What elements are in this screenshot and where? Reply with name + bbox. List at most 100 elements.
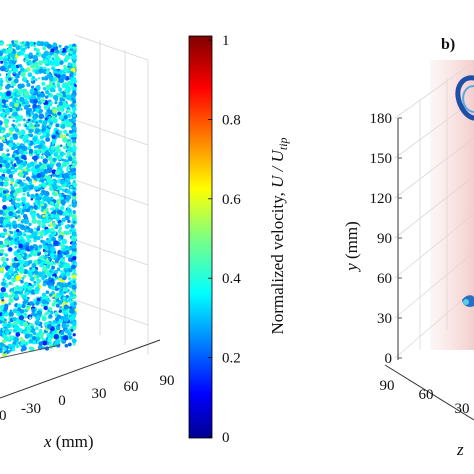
velocity-point [11, 347, 16, 352]
velocity-point [43, 245, 49, 250]
velocity-point [69, 302, 74, 307]
velocity-point [49, 330, 53, 335]
velocity-point [43, 195, 48, 200]
velocity-point [67, 281, 71, 286]
velocity-point [41, 189, 47, 196]
velocity-point [22, 104, 25, 107]
velocity-point [11, 85, 14, 88]
velocity-point [24, 98, 28, 103]
velocity-point [45, 136, 51, 142]
y-label-unit: (mm) [342, 221, 361, 263]
panel-a-grid-lines [74, 34, 149, 355]
velocity-point [8, 311, 14, 317]
velocity-point [62, 137, 68, 143]
velocity-point [33, 47, 37, 51]
velocity-point [72, 199, 76, 203]
velocity-point [40, 179, 45, 183]
velocity-point [13, 336, 19, 343]
velocity-point [41, 127, 46, 132]
velocity-point [67, 113, 71, 118]
velocity-point [29, 338, 34, 343]
velocity-point [0, 120, 3, 126]
velocity-point [8, 226, 12, 230]
velocity-point [68, 129, 73, 134]
velocity-point [5, 257, 9, 262]
velocity-point [50, 286, 55, 290]
velocity-point [40, 155, 44, 160]
velocity-point [8, 142, 14, 148]
velocity-point [42, 158, 48, 164]
velocity-point [59, 173, 63, 177]
velocity-point [39, 235, 43, 238]
velocity-point [56, 256, 61, 261]
panel-a-x-axis-line [0, 339, 161, 399]
velocity-point [55, 49, 60, 54]
velocity-point [60, 251, 64, 255]
velocity-point [8, 53, 12, 57]
velocity-point [31, 119, 35, 123]
panel-b-y-axis: 180 150 120 90 60 30 0 y (mm) [342, 111, 402, 367]
velocity-point [9, 190, 14, 195]
velocity-point [65, 94, 72, 101]
velocity-point [0, 175, 5, 180]
velocity-point [51, 265, 56, 270]
velocity-point [41, 275, 46, 279]
velocity-point [58, 238, 62, 242]
velocity-point [72, 342, 76, 346]
velocity-point [72, 99, 77, 104]
velocity-point [0, 256, 6, 262]
velocity-point [10, 161, 14, 164]
velocity-point [19, 337, 24, 341]
velocity-point [65, 294, 70, 299]
velocity-point [51, 139, 57, 144]
velocity-point [0, 107, 3, 110]
velocity-point [56, 285, 60, 288]
velocity-point [12, 220, 17, 225]
velocity-point [0, 103, 3, 107]
velocity-point [56, 276, 59, 279]
velocity-point [56, 209, 63, 215]
velocity-point [47, 245, 52, 250]
velocity-point [71, 152, 75, 156]
velocity-point [3, 279, 7, 283]
velocity-point [19, 224, 26, 230]
velocity-point [8, 302, 12, 306]
velocity-point [50, 246, 56, 253]
velocity-point [39, 41, 45, 47]
x-tick: 0 [58, 393, 66, 409]
velocity-point [59, 289, 63, 294]
velocity-point [72, 272, 76, 276]
velocity-point [58, 101, 64, 106]
velocity-point [68, 122, 73, 127]
velocity-point [63, 152, 66, 156]
velocity-point [53, 334, 59, 340]
velocity-point [27, 46, 30, 49]
velocity-point [59, 300, 63, 304]
velocity-point [40, 168, 45, 172]
velocity-point [8, 157, 12, 161]
velocity-point [11, 154, 16, 159]
velocity-point [24, 291, 29, 296]
velocity-point [59, 133, 64, 139]
velocity-point [10, 291, 14, 294]
velocity-point [28, 253, 32, 257]
velocity-point [72, 162, 76, 167]
velocity-point [46, 73, 52, 79]
velocity-point [65, 245, 69, 250]
velocity-point [67, 62, 72, 67]
velocity-point [8, 77, 12, 81]
velocity-point [17, 286, 24, 292]
velocity-point [14, 154, 18, 158]
velocity-point [65, 263, 70, 269]
velocity-point [19, 96, 25, 102]
panel-b-label: b) [441, 36, 455, 53]
velocity-point [24, 309, 28, 313]
velocity-point [69, 315, 76, 321]
velocity-point [5, 90, 12, 97]
velocity-point [20, 292, 24, 296]
velocity-point [10, 185, 15, 191]
velocity-point [2, 116, 7, 120]
velocity-point [69, 50, 73, 55]
velocity-point [71, 284, 77, 290]
velocity-point [63, 129, 68, 134]
